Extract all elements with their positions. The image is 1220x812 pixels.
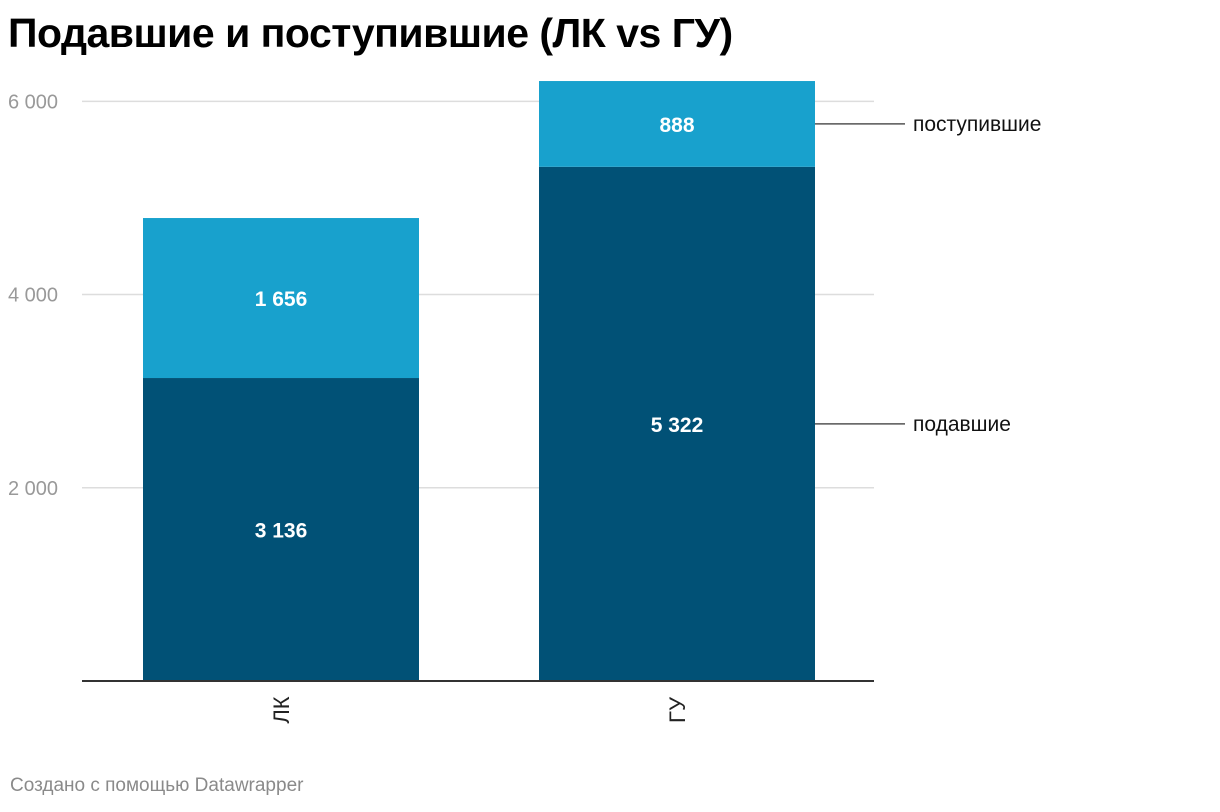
data-label: 1 656: [255, 288, 308, 311]
y-tick-label: 2 000: [8, 478, 58, 500]
data-label: 3 136: [255, 520, 308, 543]
data-label: 888: [659, 114, 694, 137]
bar-segment-submitted: [539, 166, 815, 682]
bar-segment-submitted: [143, 378, 419, 681]
y-tick-label: 4 000: [8, 285, 58, 307]
x-category-label: ГУ: [665, 696, 690, 723]
data-label: 5 322: [651, 414, 704, 437]
x-category-label: ЛК: [269, 696, 294, 723]
series-label-enrolled: поступившие: [913, 113, 1041, 136]
credit-footer: Создано с помощью Datawrapper: [10, 775, 304, 796]
chart-title: Подавшие и поступившие (ЛК vs ГУ): [8, 10, 733, 56]
series-label-submitted: подавшие: [913, 413, 1011, 436]
y-tick-label: 6 000: [8, 91, 58, 113]
bar-segment-enrolled: [143, 218, 419, 379]
bar-segment-enrolled: [539, 81, 815, 167]
